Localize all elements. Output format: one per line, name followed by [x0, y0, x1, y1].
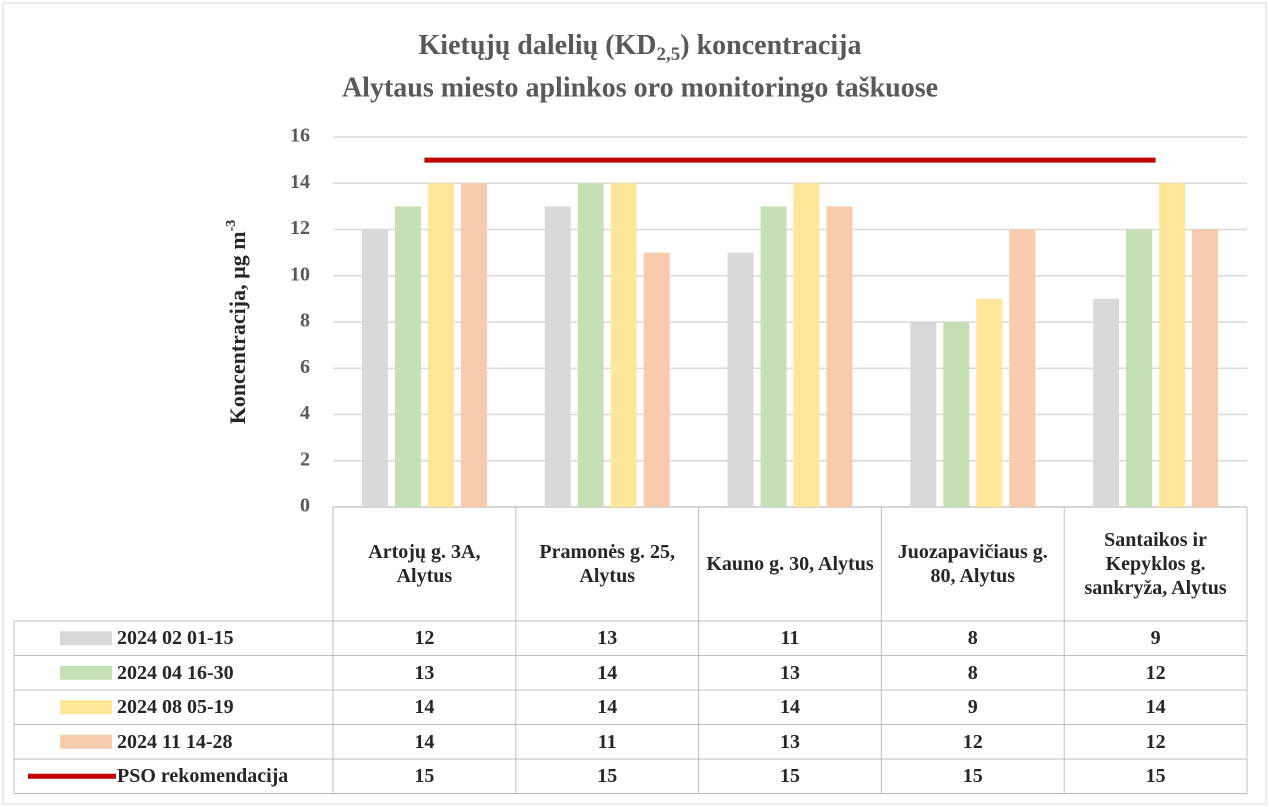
legend-swatch [60, 631, 112, 646]
table-value: 14 [414, 696, 435, 719]
category-label: Juozapavičiaus g. 80, Alytus [897, 541, 1048, 587]
bar [544, 206, 571, 507]
table-value: 12 [962, 730, 983, 753]
y-tick-label: 14 [290, 171, 310, 193]
table-value: 13 [597, 627, 618, 650]
bar [610, 183, 637, 507]
y-tick-label: 6 [300, 356, 310, 378]
bar [643, 252, 670, 507]
legend-label: 2024 11 14-28 [117, 730, 233, 753]
table-value: 14 [779, 696, 800, 719]
bar [1159, 183, 1186, 507]
table-value: 15 [597, 765, 618, 788]
table-value: 13 [414, 661, 435, 684]
category-label: Artojų g. 3A, Alytus [368, 541, 481, 587]
legend-label: 2024 08 05-19 [117, 696, 234, 719]
bar [826, 206, 853, 507]
y-axis-title: Koncentracija, µg m-3 [224, 220, 250, 425]
legend-label: 2024 04 16-30 [117, 661, 234, 684]
table-value: 15 [414, 765, 435, 788]
bar [460, 183, 487, 507]
bar [1009, 229, 1036, 507]
table-value: 15 [1145, 765, 1166, 788]
table-value: 8 [967, 661, 978, 684]
bar [1192, 229, 1219, 507]
y-tick-label: 12 [290, 217, 310, 239]
bar [577, 183, 604, 507]
bar [760, 206, 787, 507]
y-tick-label: 8 [300, 310, 310, 332]
table-value: 9 [1150, 627, 1161, 650]
table-value: 12 [1145, 730, 1166, 753]
y-tick-label: 2 [300, 448, 310, 470]
table-value: 8 [967, 627, 978, 650]
bar [394, 206, 421, 507]
category-label: Kauno g. 30, Alytus [706, 553, 874, 575]
title-part: ) koncentracija [680, 30, 861, 61]
bar [361, 229, 388, 507]
bar [910, 322, 937, 507]
legend-swatch [60, 665, 112, 680]
ylabel-part: Koncentracija, µg m [225, 231, 250, 424]
y-tick-label: 10 [290, 263, 310, 285]
table-value: 12 [1145, 661, 1166, 684]
bar [427, 183, 454, 507]
bar [1126, 229, 1153, 507]
legend-label: 2024 02 01-15 [117, 627, 234, 650]
title-sub: 2,5 [657, 44, 681, 65]
bar [793, 183, 820, 507]
table-value: 14 [414, 730, 435, 753]
legend-swatch [60, 734, 112, 749]
table-value: 15 [962, 765, 983, 788]
y-tick-label: 0 [300, 495, 310, 517]
bar [727, 252, 754, 507]
table-value: 9 [967, 696, 978, 719]
title-part: Kietųjų dalelių (KD [419, 30, 657, 61]
table-value: 11 [597, 730, 617, 753]
bar [1093, 298, 1120, 507]
ylabel-sup: -3 [224, 220, 239, 232]
table-value: 14 [597, 696, 618, 719]
table-value: 13 [779, 730, 800, 753]
table-value: 14 [1145, 696, 1166, 719]
table-value: 14 [597, 661, 618, 684]
legend-swatch [60, 700, 112, 715]
y-tick-label: 4 [300, 402, 310, 424]
category-label: Pramonės g. 25, Alytus [539, 541, 675, 587]
legend-label: PSO rekomendacija [117, 765, 289, 788]
table-value: 11 [780, 627, 800, 650]
chart-subtitle: Alytaus miesto aplinkos oro monitoringo … [342, 72, 938, 103]
bar [976, 298, 1003, 507]
table-value: 12 [414, 627, 435, 650]
table-value: 15 [779, 765, 800, 788]
category-label: Santaikos ir Kepyklos g. sankryža, Alytu… [1084, 529, 1227, 599]
y-tick-label: 16 [290, 125, 310, 147]
chart-title: Kietųjų dalelių (KD2,5) koncentracija [419, 30, 862, 65]
table-value: 13 [779, 661, 800, 684]
bar [943, 322, 970, 507]
